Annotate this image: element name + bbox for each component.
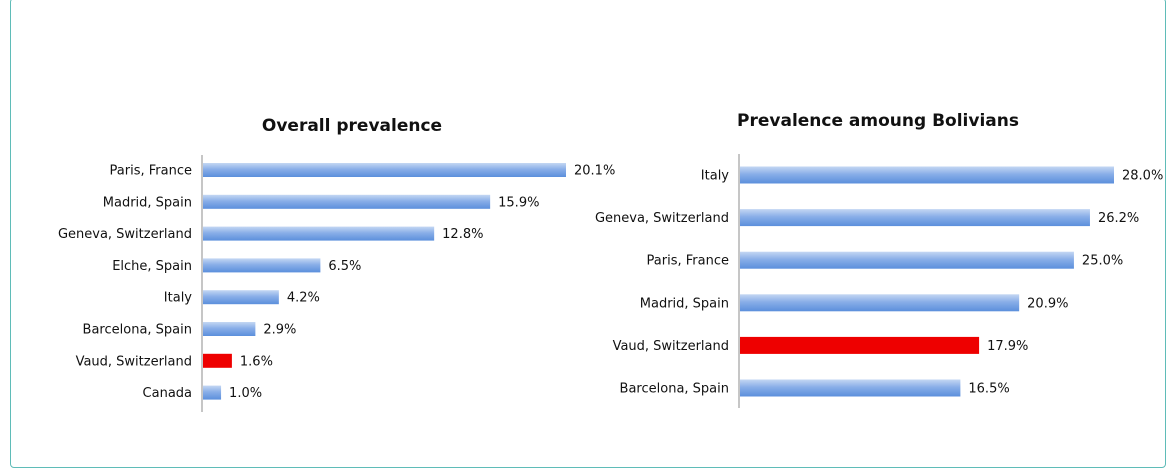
bar	[203, 258, 321, 273]
category-label: Vaud, Switzerland	[76, 354, 192, 369]
category-label: Geneva, Switzerland	[58, 227, 192, 242]
category-label: Italy	[701, 169, 730, 184]
bar	[203, 322, 256, 336]
chart-title: Overall prevalence	[262, 116, 442, 136]
category-label: Madrid, Spain	[103, 195, 192, 210]
bar	[203, 194, 491, 209]
category-label: Canada	[143, 386, 192, 401]
category-label: Madrid, Spain	[640, 296, 729, 311]
bar	[203, 290, 279, 305]
category-label: Vaud, Switzerland	[613, 339, 729, 354]
value-label: 20.9%	[1027, 296, 1068, 311]
value-label: 26.2%	[1098, 211, 1139, 226]
bar	[740, 251, 1074, 269]
value-label: 16.5%	[968, 382, 1009, 397]
category-label: Paris, France	[110, 164, 192, 179]
category-label: Paris, France	[647, 254, 729, 269]
value-label: 20.1%	[574, 164, 615, 179]
category-label: Geneva, Switzerland	[595, 211, 729, 226]
value-label: 15.9%	[498, 195, 539, 210]
value-label: 28.0%	[1122, 169, 1163, 184]
category-label: Elche, Spain	[112, 259, 192, 274]
value-label: 17.9%	[987, 339, 1028, 354]
value-label: 4.2%	[287, 291, 320, 306]
category-label: Barcelona, Spain	[620, 382, 729, 397]
value-label: 1.6%	[240, 354, 273, 369]
bar-highlight	[740, 336, 980, 354]
bar	[203, 163, 566, 177]
bar	[740, 166, 1114, 184]
chart-prevalence-bolivians: Prevalence amoung Bolivians Italy 28.0% Ge…	[595, 111, 1163, 408]
value-label: 25.0%	[1082, 254, 1123, 269]
chart-overall-prevalence: Overall prevalence Paris, France 20.1% Mad…	[58, 116, 615, 412]
category-label: Barcelona, Spain	[83, 323, 192, 338]
bar	[203, 385, 222, 400]
value-label: 12.8%	[442, 227, 483, 242]
value-label: 1.0%	[229, 386, 262, 401]
bar	[740, 379, 961, 397]
value-label: 2.9%	[263, 323, 296, 338]
bar	[740, 294, 1020, 312]
value-label: 6.5%	[328, 259, 361, 274]
category-label: Italy	[164, 291, 193, 306]
bar	[203, 226, 435, 241]
bar-highlight	[203, 353, 232, 368]
bar	[740, 209, 1090, 227]
chart-title: Prevalence amoung Bolivians	[737, 111, 1019, 131]
